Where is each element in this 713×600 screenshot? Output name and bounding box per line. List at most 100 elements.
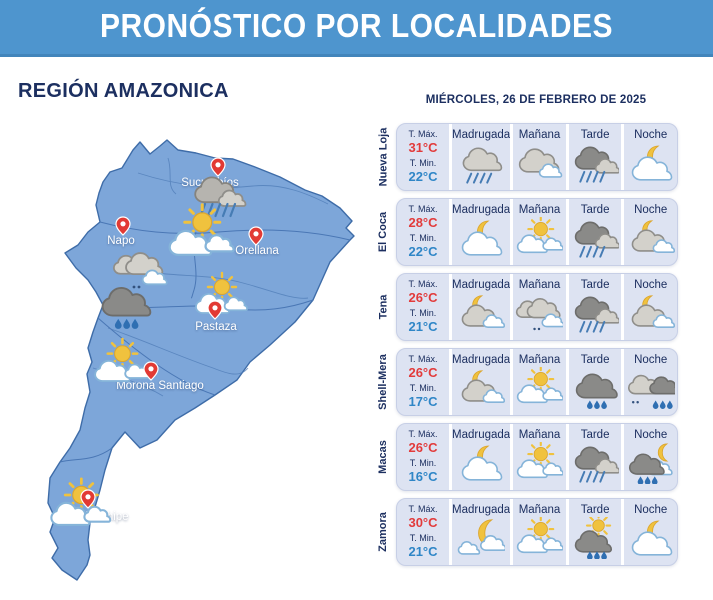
forecast-row-card: T. Máx. 26°C T. Min. 17°C Madrugada Maña… (396, 348, 678, 416)
city-name: Zamora (377, 512, 389, 552)
forecast-row: Nueva Loja T. Máx. 31°C T. Min. 22°C Mad… (370, 123, 678, 191)
temp-max-value: 31°C (408, 140, 438, 156)
forecast-cell: Noche (621, 274, 677, 340)
map-label-morona-santiago: Morona Santiago (116, 380, 204, 392)
forecast-cell: Noche (621, 199, 677, 265)
province-border (99, 221, 351, 241)
map-label-napo: Napo (107, 235, 135, 247)
temp-min-label: T. Min. (409, 158, 437, 168)
forecast-cell: Noche (621, 499, 677, 565)
region-map: SucumbíosNapoOrellanaPastazaMorona Santi… (28, 128, 376, 590)
period-label: Tarde (580, 279, 610, 291)
gray-cloud-rain-icon (462, 147, 503, 184)
row-city-label: Macas (370, 423, 396, 491)
region-title: REGIÓN AMAZONICA (18, 80, 229, 102)
moon-big-clouds-icon (457, 519, 506, 555)
period-label: Noche (634, 504, 668, 516)
clouds-drizzle-drops-icon (627, 374, 675, 409)
map-pin-chinchipe (80, 489, 96, 509)
city-name: El Coca (377, 211, 390, 253)
map-label-pastaza: Pastaza (195, 321, 237, 333)
forecast-row: Tena T. Máx. 26°C T. Min. 21°C Madrugada… (370, 273, 678, 341)
forecast-row: El Coca T. Máx. 28°C T. Min. 22°C Madrug… (370, 198, 678, 266)
temp-min-label: T. Min. (409, 458, 437, 468)
forecast-cell: Tarde (565, 124, 622, 190)
dark-cloud-drops-icon (101, 286, 152, 329)
forecast-table: Nueva Loja T. Máx. 31°C T. Min. 22°C Mad… (370, 123, 678, 573)
period-label: Madrugada (452, 354, 511, 366)
forecast-cell: Madrugada (452, 349, 510, 415)
moon-dark-cloud-drops-icon (628, 443, 673, 484)
period-label: Mañana (518, 204, 561, 216)
period-label: Mañana (518, 429, 561, 441)
forecast-cell: Tarde (565, 349, 622, 415)
forecast-cell: Mañana (510, 199, 566, 265)
temp-max-value: 28°C (408, 215, 438, 231)
row-city-label: Shell-Mera (370, 348, 396, 416)
temp-min-value: 17°C (408, 394, 438, 410)
row-city-label: Tena (370, 273, 396, 341)
moon-white-cloud-icon (461, 445, 503, 481)
moon-gray-clouds-icon (631, 220, 675, 253)
forecast-row-card: T. Máx. 28°C T. Min. 22°C Madrugada Maña… (396, 198, 678, 266)
temp-max-label: T. Máx. (408, 504, 438, 515)
temp-min-value: 16°C (408, 469, 438, 485)
period-label: Noche (634, 279, 668, 291)
forecast-row-card: T. Máx. 26°C T. Min. 21°C Madrugada Maña… (396, 273, 678, 341)
sun-clouds-icon (517, 367, 564, 404)
temperature-column: T. Máx. 26°C T. Min. 17°C (397, 349, 452, 415)
row-city-label: Zamora (370, 498, 396, 566)
temp-max-label: T. Máx. (408, 129, 438, 140)
period-label: Tarde (580, 354, 610, 366)
temp-min-value: 21°C (408, 544, 438, 560)
temp-max-label: T. Máx. (408, 429, 438, 440)
sun-clouds-icon (168, 203, 235, 256)
dark-cloud-rain-icon (574, 146, 620, 183)
period-label: Noche (634, 129, 668, 141)
temperature-column: T. Máx. 26°C T. Min. 21°C (397, 274, 452, 340)
forecast-row-card: T. Máx. 31°C T. Min. 22°C Madrugada Maña… (396, 123, 678, 191)
period-label: Madrugada (452, 504, 511, 516)
forecast-row-card: T. Máx. 26°C T. Min. 16°C Madrugada Maña… (396, 423, 678, 491)
river (167, 157, 177, 195)
dark-cloud-rain-icon (574, 446, 620, 483)
moon-gray-clouds-icon (631, 295, 675, 328)
map-pin-sucumbios (210, 157, 226, 177)
forecast-cell: Tarde (565, 274, 622, 340)
clouds-mixed-icon (519, 148, 563, 178)
forecast-cell: Mañana (510, 349, 566, 415)
temp-max-value: 30°C (408, 515, 438, 531)
period-label: Tarde (580, 129, 610, 141)
gray-cloud-rain-heavy-icon (194, 176, 247, 218)
row-city-label: El Coca (370, 198, 396, 266)
period-label: Noche (634, 204, 668, 216)
province-border (59, 447, 113, 463)
temperature-column: T. Máx. 28°C T. Min. 22°C (397, 199, 452, 265)
sun-dark-cloud-drops-icon (574, 517, 613, 559)
temp-min-value: 21°C (408, 319, 438, 335)
dark-cloud-drops-icon (575, 373, 618, 409)
map-svg: SucumbíosNapoOrellanaPastazaMorona Santi… (47, 139, 355, 581)
temp-min-label: T. Min. (409, 533, 437, 543)
temp-min-value: 22°C (408, 244, 438, 260)
dark-cloud-rain-icon (574, 296, 620, 333)
clouds-drizzle-icon (516, 298, 564, 331)
temp-min-label: T. Min. (409, 308, 437, 318)
city-name: Nueva Loja (377, 127, 389, 187)
forecast-cell: Madrugada (452, 274, 510, 340)
moon-gray-clouds-icon (461, 370, 506, 403)
dark-cloud-rain-icon (574, 221, 620, 258)
row-city-label: Nueva Loja (370, 123, 396, 191)
moon-gray-clouds-icon (461, 295, 506, 328)
temp-min-label: T. Min. (409, 383, 437, 393)
temperature-column: T. Máx. 26°C T. Min. 16°C (397, 424, 452, 490)
sun-clouds-icon (94, 337, 150, 382)
period-label: Mañana (518, 504, 561, 516)
map-pin-orellana (248, 226, 264, 246)
forecast-cell: Noche (621, 424, 677, 490)
temperature-column: T. Máx. 31°C T. Min. 22°C (397, 124, 452, 190)
app-header: PRONÓSTICO POR LOCALIDADES (0, 0, 713, 57)
temp-min-label: T. Min. (409, 233, 437, 243)
period-label: Noche (634, 429, 668, 441)
forecast-cell: Madrugada (452, 499, 510, 565)
